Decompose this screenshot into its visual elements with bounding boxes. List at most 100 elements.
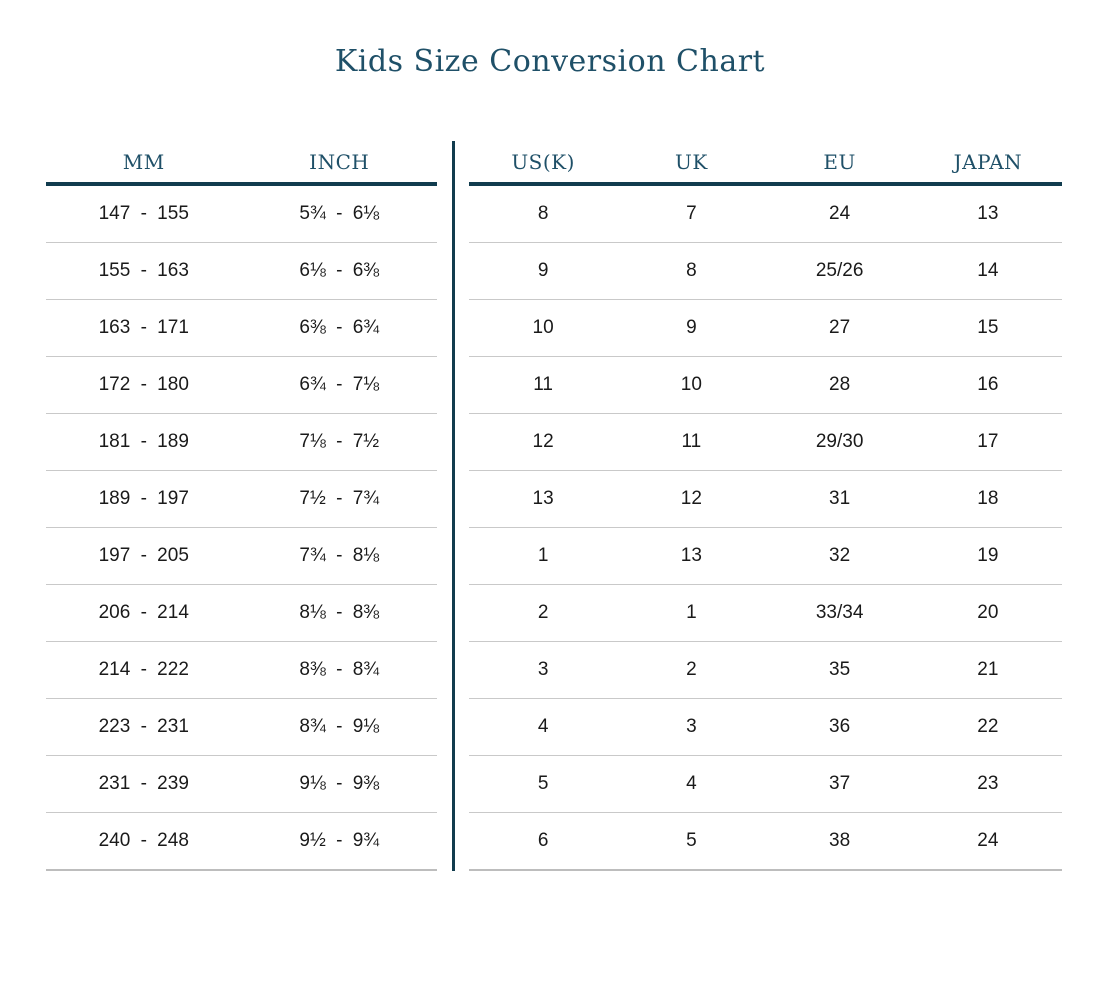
table-row: 223 - 231 8¾ - 9⅛ <box>46 699 437 756</box>
conversion-tables: MM INCH 147 - 155 5¾ - 6⅛ 155 - 163 6⅛ - 6⅜… <box>46 141 1100 871</box>
table-row: 9 8 25/26 14 <box>469 243 1062 300</box>
table-cell: 37 <box>829 773 851 794</box>
table-row: 206 - 214 8⅛ - 8⅜ <box>46 585 437 642</box>
table-cell: 1 <box>537 545 549 566</box>
table-cell: 12 <box>680 488 702 509</box>
table-cell: 7¾ - 8⅛ <box>299 545 380 566</box>
table-cell: 13 <box>532 488 554 509</box>
table-cell: 24 <box>829 203 851 224</box>
table-cell: 19 <box>977 545 999 566</box>
sizes-table: US(K) UK EU JAPAN 8 7 24 13 9 8 25/26 14 10 9 27 15… <box>469 141 1062 871</box>
table-row: 12 11 29/30 17 <box>469 414 1062 471</box>
table-cell: 38 <box>829 830 851 851</box>
table-cell: 197 - 205 <box>98 545 189 566</box>
table-cell: 14 <box>977 260 999 281</box>
metric-table-header-row: MM INCH <box>46 141 437 186</box>
column-header-inch: INCH <box>309 149 370 174</box>
table-cell: 22 <box>977 716 999 737</box>
table-cell: 4 <box>686 773 697 794</box>
metric-table-body: 147 - 155 5¾ - 6⅛ 155 - 163 6⅛ - 6⅜ 163 - 17… <box>46 186 437 869</box>
table-cell: 7⅛ - 7½ <box>299 431 380 452</box>
table-cell: 206 - 214 <box>98 602 189 623</box>
table-cell: 15 <box>977 317 999 338</box>
table-row: 6 5 38 24 <box>469 813 1062 869</box>
table-row: 197 - 205 7¾ - 8⅛ <box>46 528 437 585</box>
table-cell: 32 <box>829 545 851 566</box>
table-row: 1 13 32 19 <box>469 528 1062 585</box>
table-cell: 12 <box>532 431 554 452</box>
table-cell: 6⅛ - 6⅜ <box>299 260 380 281</box>
table-row: 10 9 27 15 <box>469 300 1062 357</box>
table-cell: 24 <box>977 830 999 851</box>
table-cell: 13 <box>977 203 999 224</box>
table-cell: 21 <box>977 659 999 680</box>
table-cell: 172 - 180 <box>98 374 189 395</box>
table-cell: 20 <box>977 602 999 623</box>
table-cell: 181 - 189 <box>98 431 189 452</box>
table-cell: 10 <box>532 317 554 338</box>
table-cell: 33/34 <box>815 602 864 623</box>
table-row: 4 3 36 22 <box>469 699 1062 756</box>
table-cell: 29/30 <box>815 431 864 452</box>
column-header-japan: JAPAN <box>953 149 1023 174</box>
table-row: 3 2 35 21 <box>469 642 1062 699</box>
sizes-table-header-row: US(K) UK EU JAPAN <box>469 141 1062 186</box>
table-row: 214 - 222 8⅜ - 8¾ <box>46 642 437 699</box>
table-cell: 7½ - 7¾ <box>299 488 380 509</box>
table-cell: 23 <box>977 773 999 794</box>
table-row: 147 - 155 5¾ - 6⅛ <box>46 186 437 243</box>
table-cell: 6⅜ - 6¾ <box>299 317 380 338</box>
column-header-mm: MM <box>122 149 165 174</box>
column-header-uk: UK <box>674 149 708 174</box>
table-cell: 240 - 248 <box>98 830 189 851</box>
table-cell: 5 <box>686 830 697 851</box>
table-cell: 10 <box>680 374 702 395</box>
column-header-usk: US(K) <box>511 149 575 174</box>
table-cell: 18 <box>977 488 999 509</box>
table-row: 231 - 239 9⅛ - 9⅜ <box>46 756 437 813</box>
table-row: 172 - 180 6¾ - 7⅛ <box>46 357 437 414</box>
table-cell: 155 - 163 <box>98 260 189 281</box>
table-row: 11 10 28 16 <box>469 357 1062 414</box>
table-cell: 231 - 239 <box>98 773 189 794</box>
table-cell: 8⅜ - 8¾ <box>299 659 380 680</box>
sizes-table-body: 8 7 24 13 9 8 25/26 14 10 9 27 15 11 10 28 16 12 11 29/30 1… <box>469 186 1062 869</box>
table-cell: 31 <box>829 488 851 509</box>
table-cell: 5 <box>537 773 549 794</box>
table-cell: 5¾ - 6⅛ <box>299 203 380 224</box>
table-cell: 28 <box>829 374 851 395</box>
table-cell: 2 <box>686 659 697 680</box>
table-cell: 11 <box>681 431 702 452</box>
table-cell: 17 <box>977 431 999 452</box>
table-cell: 13 <box>680 545 702 566</box>
table-row: 163 - 171 6⅜ - 6¾ <box>46 300 437 357</box>
table-cell: 163 - 171 <box>98 317 189 338</box>
table-cell: 4 <box>537 716 549 737</box>
table-cell: 214 - 222 <box>98 659 189 680</box>
table-cell: 147 - 155 <box>98 203 189 224</box>
table-cell: 9 <box>686 317 697 338</box>
table-row: 240 - 248 9½ - 9¾ <box>46 813 437 869</box>
table-cell: 6¾ - 7⅛ <box>299 374 380 395</box>
page-title: Kids Size Conversion Chart <box>334 44 766 79</box>
table-cell: 9½ - 9¾ <box>299 830 380 851</box>
table-row: 155 - 163 6⅛ - 6⅜ <box>46 243 437 300</box>
column-header-eu: EU <box>823 149 856 174</box>
table-cell: 7 <box>686 203 697 224</box>
table-row: 181 - 189 7⅛ - 7½ <box>46 414 437 471</box>
table-cell: 8 <box>686 260 697 281</box>
table-cell: 8¾ - 9⅛ <box>299 716 380 737</box>
table-cell: 6 <box>537 830 549 851</box>
table-cell: 223 - 231 <box>98 716 189 737</box>
table-cell: 189 - 197 <box>98 488 189 509</box>
table-cell: 1 <box>686 602 697 623</box>
table-row: 5 4 37 23 <box>469 756 1062 813</box>
table-cell: 2 <box>537 602 549 623</box>
table-cell: 35 <box>829 659 851 680</box>
table-divider <box>452 141 455 871</box>
table-cell: 11 <box>533 374 553 395</box>
table-cell: 3 <box>537 659 549 680</box>
table-row: 8 7 24 13 <box>469 186 1062 243</box>
table-row: 13 12 31 18 <box>469 471 1062 528</box>
metric-table: MM INCH 147 - 155 5¾ - 6⅛ 155 - 163 6⅛ - 6⅜… <box>46 141 437 871</box>
